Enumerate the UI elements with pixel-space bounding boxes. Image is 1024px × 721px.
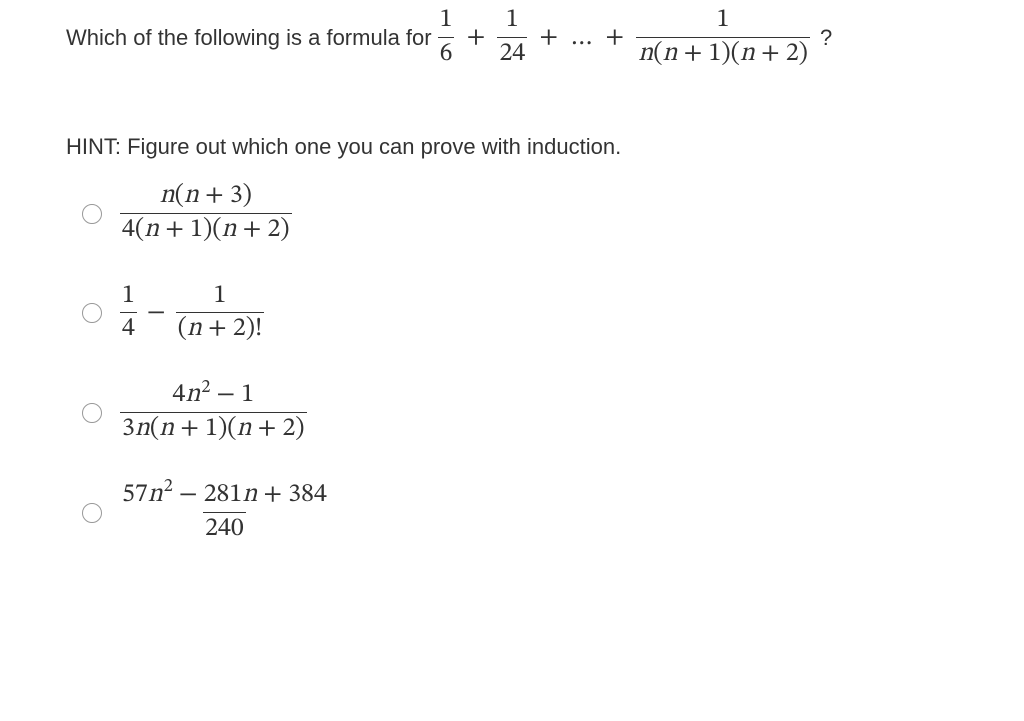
plus-2: + bbox=[539, 25, 558, 51]
option-1-den: 4(n + 1)(n + 2) bbox=[120, 213, 292, 246]
option-3[interactable]: 4n2 − 1 3n(n + 1)(n + 2) bbox=[82, 381, 1004, 445]
radio-4[interactable] bbox=[82, 503, 102, 523]
last-den: n(n + 1)(n + 2) bbox=[636, 37, 810, 70]
minus-icon: − bbox=[147, 297, 166, 330]
option-2[interactable]: 1 4 − 1 (n + 2)! bbox=[82, 282, 1004, 346]
option-2-right-num: 1 bbox=[212, 282, 229, 313]
radio-1[interactable] bbox=[82, 204, 102, 224]
term1-den: 6 bbox=[438, 37, 455, 70]
series-term-1: 1 6 bbox=[438, 6, 455, 70]
option-1-fraction: n(n + 3) 4(n + 1)(n + 2) bbox=[120, 182, 292, 246]
radio-3[interactable] bbox=[82, 403, 102, 423]
option-4-fraction: 57n2 − 281n + 384 240 bbox=[120, 481, 329, 545]
option-2-expr: 1 4 − 1 (n + 2)! bbox=[120, 282, 264, 346]
term1-num: 1 bbox=[438, 6, 455, 37]
plus-1: + bbox=[467, 25, 486, 51]
term2-den: 24 bbox=[497, 37, 527, 70]
series-term-2: 1 24 bbox=[497, 6, 527, 70]
hint-text: HINT: Figure out which one you can prove… bbox=[66, 134, 1004, 160]
options-group: n(n + 3) 4(n + 1)(n + 2) 1 4 − 1 (n + 2)… bbox=[66, 182, 1004, 545]
option-3-num: 4n2 − 1 bbox=[170, 381, 256, 412]
radio-2[interactable] bbox=[82, 303, 102, 323]
option-2-left-num: 1 bbox=[120, 282, 137, 313]
option-3-den: 3n(n + 1)(n + 2) bbox=[120, 412, 307, 445]
last-num: 1 bbox=[715, 6, 732, 37]
question-line: Which of the following is a formula for … bbox=[66, 6, 1004, 70]
term2-num: 1 bbox=[504, 6, 521, 37]
option-2-right-den: (n + 2)! bbox=[176, 312, 265, 345]
option-3-fraction: 4n2 − 1 3n(n + 1)(n + 2) bbox=[120, 381, 307, 445]
question-lead: Which of the following is a formula for bbox=[66, 25, 432, 51]
series-last-term: 1 n(n + 1)(n + 2) bbox=[636, 6, 810, 70]
option-2-frac-left: 1 4 bbox=[120, 282, 137, 346]
option-1[interactable]: n(n + 3) 4(n + 1)(n + 2) bbox=[82, 182, 1004, 246]
option-2-left-den: 4 bbox=[120, 312, 137, 345]
option-2-frac-right: 1 (n + 2)! bbox=[176, 282, 265, 346]
question-series: 1 6 + 1 24 + … + 1 n(n + 1)(n + 2) bbox=[438, 6, 810, 70]
option-4[interactable]: 57n2 − 281n + 384 240 bbox=[82, 481, 1004, 545]
option-4-num: 57n2 − 281n + 384 bbox=[120, 481, 329, 512]
plus-3: + bbox=[605, 25, 624, 51]
option-1-num: n(n + 3) bbox=[158, 182, 254, 213]
option-4-den: 240 bbox=[203, 512, 246, 545]
series-dots: … bbox=[570, 25, 593, 51]
question-trail: ? bbox=[820, 25, 832, 51]
